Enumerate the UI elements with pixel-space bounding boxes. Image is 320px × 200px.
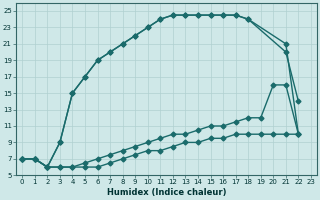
X-axis label: Humidex (Indice chaleur): Humidex (Indice chaleur) bbox=[107, 188, 226, 197]
